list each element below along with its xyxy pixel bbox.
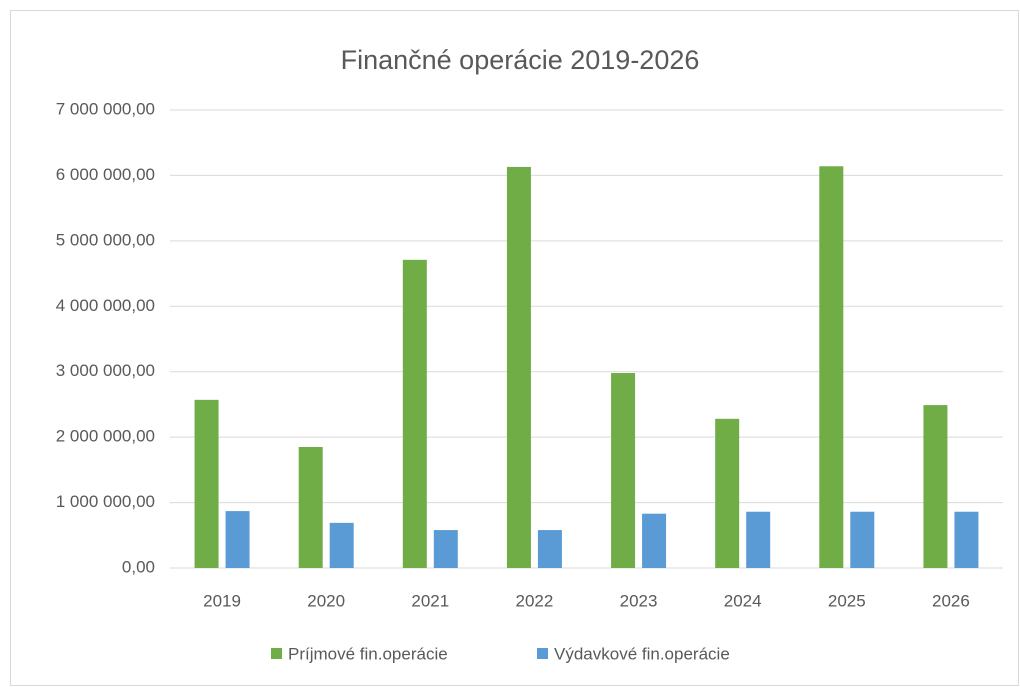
- bar: [715, 418, 740, 568]
- bar: [819, 166, 844, 569]
- bar: [194, 399, 219, 568]
- bar: [642, 513, 667, 568]
- x-tick-label: 2023: [620, 591, 658, 610]
- y-tick-label: 2 000 000,00: [56, 427, 155, 446]
- bar: [225, 511, 250, 568]
- y-tick-label: 6 000 000,00: [56, 165, 155, 184]
- legend-label: Príjmové fin.operácie: [288, 644, 448, 663]
- bar: [850, 511, 875, 568]
- x-tick-label: 2022: [516, 591, 554, 610]
- legend-swatch: [537, 648, 548, 659]
- y-tick-label: 0,00: [122, 557, 155, 576]
- legend-label: Výdavkové fin.operácie: [554, 644, 730, 663]
- y-tick-label: 4 000 000,00: [56, 296, 155, 315]
- bar: [746, 511, 771, 568]
- bar: [506, 166, 531, 568]
- x-tick-label: 2020: [307, 591, 345, 610]
- x-tick-label: 2019: [203, 591, 241, 610]
- x-tick-label: 2024: [724, 591, 762, 610]
- bar: [402, 259, 427, 568]
- y-tick-label: 3 000 000,00: [56, 361, 155, 380]
- y-tick-label: 5 000 000,00: [56, 230, 155, 249]
- bar: [537, 530, 562, 568]
- x-tick-label: 2021: [411, 591, 449, 610]
- y-tick-label: 1 000 000,00: [56, 492, 155, 511]
- y-tick-label: 7 000 000,00: [56, 99, 155, 118]
- legend-swatch: [271, 648, 282, 659]
- bar: [298, 446, 323, 568]
- bar: [954, 511, 979, 568]
- chart-title: Finančné operácie 2019-2026: [341, 45, 700, 75]
- bar: [611, 373, 636, 568]
- bar: [433, 530, 458, 568]
- x-tick-label: 2026: [932, 591, 970, 610]
- bar: [923, 405, 948, 568]
- bar: [329, 522, 354, 568]
- x-tick-label: 2025: [828, 591, 866, 610]
